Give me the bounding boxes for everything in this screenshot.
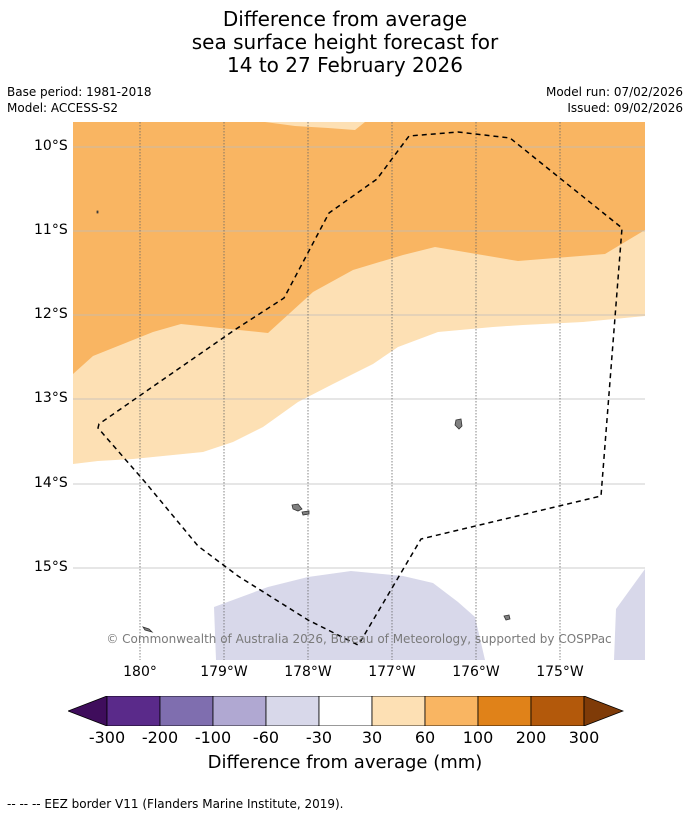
lon-label-176w: 176°W [452,664,500,680]
colorbar-segment [318,696,373,726]
colorbar-label: -60 [252,728,280,747]
lon-label-178w: 178°W [284,664,332,680]
colorbar-label: -300 [88,728,126,747]
colorbar-label: 200 [515,728,547,747]
negative-anomaly-region-east [614,569,645,660]
latitude-gridlines [73,146,645,569]
lat-label-11s: 11°S [34,222,68,238]
colorbar-extend-max [583,696,624,726]
lat-label-15s: 15°S [34,559,68,575]
colorbar-segment [212,696,267,726]
island-5 [142,626,154,633]
title-line-1: Difference from average [222,7,468,31]
island-4 [503,614,511,621]
lon-label-177w: 177°W [368,664,416,680]
colorbar-extend-min [68,696,108,726]
lat-label-10s: 10°S [34,138,68,154]
island-6 [96,210,99,214]
colorbar-segment [106,696,161,726]
colorbar-segment [265,696,320,726]
title-line-3: 14 to 27 February 2026 [227,53,463,77]
colorbar-segment [477,696,532,726]
eez-footnote: -- -- -- EEZ border V11 (Flanders Marine… [7,797,344,811]
colorbar-label: -200 [141,728,179,747]
colorbar-label: 30 [361,728,383,747]
meta-left: Base period: 1981-2018 Model: ACCESS-S2 [7,84,152,116]
lon-label-175w: 175°W [536,664,584,680]
island-3 [301,510,310,516]
negative-anomaly-region-south [214,571,485,660]
issued-date: Issued: 09/02/2026 [567,101,683,115]
colorbar-label: -100 [194,728,232,747]
colorbar-segment [371,696,426,726]
lon-label-179w: 179°W [200,664,248,680]
longitude-gridlines [139,122,561,660]
colorbar-segment [530,696,585,726]
colorbar-label: 300 [568,728,600,747]
colorbar-title: Difference from average (mm) [207,752,483,773]
lat-label-12s: 12°S [34,306,68,322]
anomaly-band-60-100 [73,122,645,374]
islands [96,210,511,633]
lat-label-14s: 14°S [34,475,68,491]
colorbar-label: -30 [305,728,333,747]
base-period: Base period: 1981-2018 [7,85,152,99]
colorbar-segment [424,696,479,726]
lon-label-180: 180° [123,664,157,680]
lat-label-13s: 13°S [34,390,68,406]
colorbar-segment [159,696,214,726]
model-name: Model: ACCESS-S2 [7,101,119,115]
anomaly-patch-top [265,122,365,130]
copyright-notice: © Commonwealth of Australia 2026, Bureau… [106,632,612,646]
sea-level-map[interactable] [73,122,645,660]
eez-border [97,131,623,646]
colorbar [68,696,624,726]
map-title: Difference from average sea surface heig… [0,8,690,77]
colorbar-label: 60 [414,728,436,747]
colorbar-label: 100 [462,728,494,747]
model-run: Model run: 07/02/2026 [545,85,683,99]
island-2 [291,503,303,512]
meta-right: Model run: 07/02/2026 Issued: 09/02/2026 [546,84,683,116]
title-line-2: sea surface height forecast for [191,30,499,54]
island-1 [454,418,463,430]
